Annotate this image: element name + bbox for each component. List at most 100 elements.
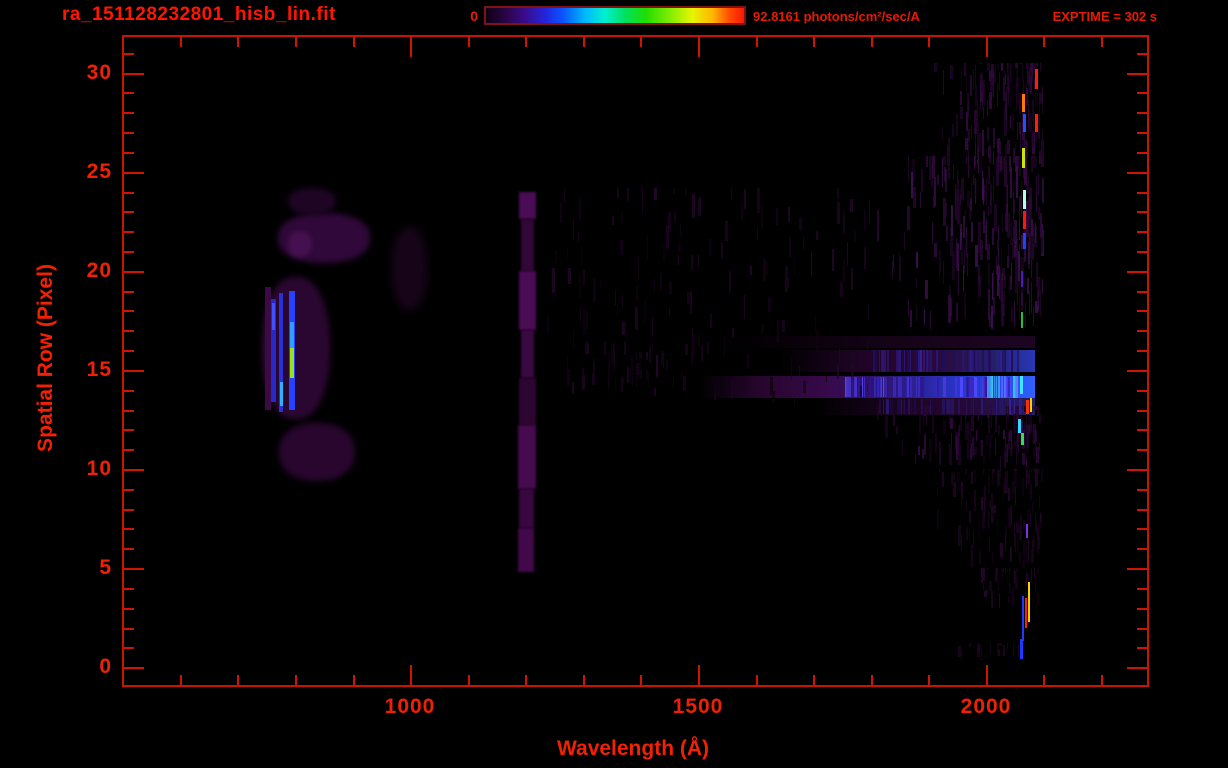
noise-rows5-10	[1039, 513, 1042, 523]
noise-mid-low	[691, 352, 694, 364]
noise-rows5-10	[983, 469, 985, 475]
band-bright-end	[996, 375, 998, 398]
noise-rows5-10	[981, 496, 984, 511]
noise-mid-low	[582, 368, 585, 378]
x-tick	[813, 37, 815, 47]
noise-mid	[769, 377, 773, 396]
noise-upper-right	[961, 242, 964, 265]
noise-top-right	[993, 72, 995, 98]
band-stripes-row13	[902, 398, 905, 415]
noise-rows3-5	[1033, 568, 1035, 578]
band-stripes-row14	[892, 376, 894, 397]
noise-upper-right	[1025, 200, 1028, 223]
noise-upper-right	[1001, 213, 1003, 232]
band-bright-end	[1000, 375, 1003, 398]
noise-mid	[810, 252, 812, 276]
band-stripes-row14	[981, 376, 983, 397]
noise-rows10-13	[994, 416, 997, 432]
noise-upper-right	[1009, 276, 1012, 291]
noise-mid	[837, 187, 840, 200]
noise-mid	[723, 335, 725, 358]
noise-upper-right	[1031, 282, 1033, 314]
y-tick	[1137, 548, 1147, 550]
noise-upper-right	[1005, 212, 1007, 232]
noise-top-right	[961, 69, 963, 87]
noise-upper-right	[1017, 250, 1020, 282]
noise-rows5-10	[942, 472, 945, 488]
noise-rows10-13	[1009, 444, 1013, 456]
noise-top-right	[1003, 152, 1005, 170]
x-tick	[640, 675, 642, 685]
noise-rows10-13	[970, 415, 974, 431]
noise-top-right	[970, 75, 973, 96]
noise-upper-right	[916, 276, 918, 288]
noise-upper-right	[924, 279, 928, 299]
noise-upper-right	[977, 221, 981, 253]
noise-rows3-5	[984, 590, 988, 598]
x-tick-label: 1000	[384, 695, 436, 718]
noise-rows0-1	[1017, 644, 1019, 658]
band-stripes-row15	[972, 350, 974, 372]
noise-mid	[668, 211, 672, 233]
noise-top-right	[934, 62, 938, 72]
colorbar-gradient	[486, 8, 744, 23]
noise-mid	[646, 233, 648, 260]
band-stripes-row15	[923, 350, 926, 372]
noise-mid	[586, 311, 589, 329]
noise-upper-right	[1032, 306, 1034, 327]
band-stripes-row13	[929, 398, 931, 415]
noise-rows5-10	[988, 538, 990, 552]
noise-rows5-10	[1025, 469, 1027, 489]
noise-rows10-13	[958, 424, 960, 436]
band-stripes-row13	[885, 398, 889, 415]
noise-rows0-1	[960, 651, 962, 661]
noise-upper-right	[948, 161, 951, 180]
noise-rows5-10	[975, 469, 977, 482]
noise-rows3-5	[1017, 577, 1019, 589]
band-stripes-row15	[919, 350, 922, 372]
noise-rows5-10	[1023, 520, 1026, 529]
noise-mid	[837, 364, 839, 379]
y-tick	[124, 112, 134, 114]
noise-upper-right	[969, 201, 972, 220]
noise-rows3-5	[1025, 573, 1028, 586]
noise-mid	[641, 187, 643, 203]
noise-mid	[768, 297, 772, 312]
noise-upper-right	[1011, 238, 1014, 259]
noise-rows5-10	[983, 486, 986, 501]
noise-rows3-5	[982, 582, 984, 590]
y-tick	[1137, 528, 1147, 530]
y-tick	[124, 647, 134, 649]
noise-mid	[734, 264, 736, 275]
noise-mid	[697, 197, 701, 216]
noise-mid	[593, 279, 597, 302]
noise-upper-right	[908, 156, 910, 183]
noise-rows0-1	[1002, 644, 1005, 657]
noise-rows5-10	[1030, 550, 1034, 564]
noise-rows3-5	[1004, 568, 1006, 575]
line-780A-bar2	[278, 292, 284, 412]
noise-mid-low	[611, 342, 613, 353]
noise-upper-right	[899, 256, 902, 281]
noise-mid	[654, 187, 658, 201]
band-stripes-row15	[953, 350, 956, 372]
line-2065-red4	[1026, 399, 1029, 414]
noise-upper-right	[996, 157, 1000, 186]
noise-upper-right	[1017, 266, 1020, 287]
line-2065-blue	[1023, 114, 1026, 133]
noise-mid	[644, 299, 647, 322]
band-stripes-row14	[892, 376, 895, 397]
noise-mid	[692, 333, 695, 358]
noise-mid	[788, 207, 791, 223]
noise-rows10-13	[996, 410, 998, 422]
noise-rows0-1	[998, 643, 1002, 647]
y-tick	[1127, 370, 1147, 372]
noise-mid	[802, 380, 806, 393]
y-tick	[1137, 350, 1147, 352]
noise-upper-right	[1040, 155, 1042, 164]
noise-mid	[626, 367, 629, 384]
noise-rows5-10	[971, 472, 974, 484]
noise-top-right	[998, 62, 1000, 71]
noise-upper-right	[1038, 174, 1040, 195]
band-stripes-row13	[995, 398, 997, 415]
